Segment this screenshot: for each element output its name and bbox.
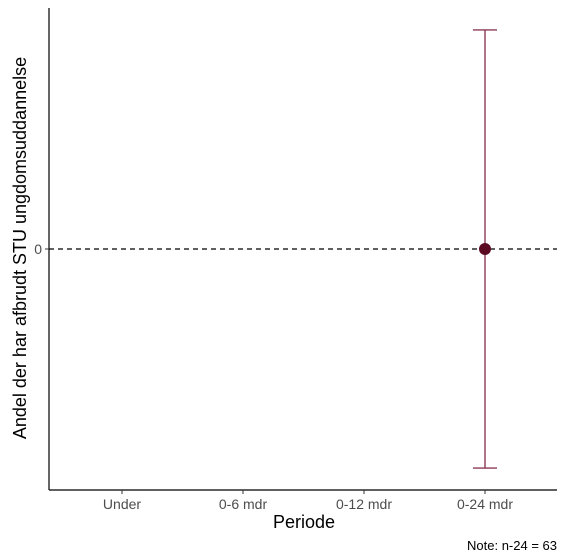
axes: 0 Under 0-6 mdr 0-12 mdr 0-24 mdr: [34, 8, 557, 512]
y-tick-label: 0: [34, 241, 42, 257]
x-tick-label: 0-6 mdr: [219, 496, 268, 512]
caption-note: Note: n-24 = 63: [467, 538, 557, 553]
plot-area: [49, 29, 557, 469]
x-tick-label: Under: [103, 496, 141, 512]
x-tick-label: 0-12 mdr: [336, 496, 392, 512]
x-tick-label: 0-24 mdr: [457, 496, 513, 512]
y-axis-title: Andel der har afbrudt STU ungdomsuddanne…: [10, 57, 30, 439]
x-axis-title: Periode: [273, 512, 335, 532]
data-point: [479, 243, 491, 255]
